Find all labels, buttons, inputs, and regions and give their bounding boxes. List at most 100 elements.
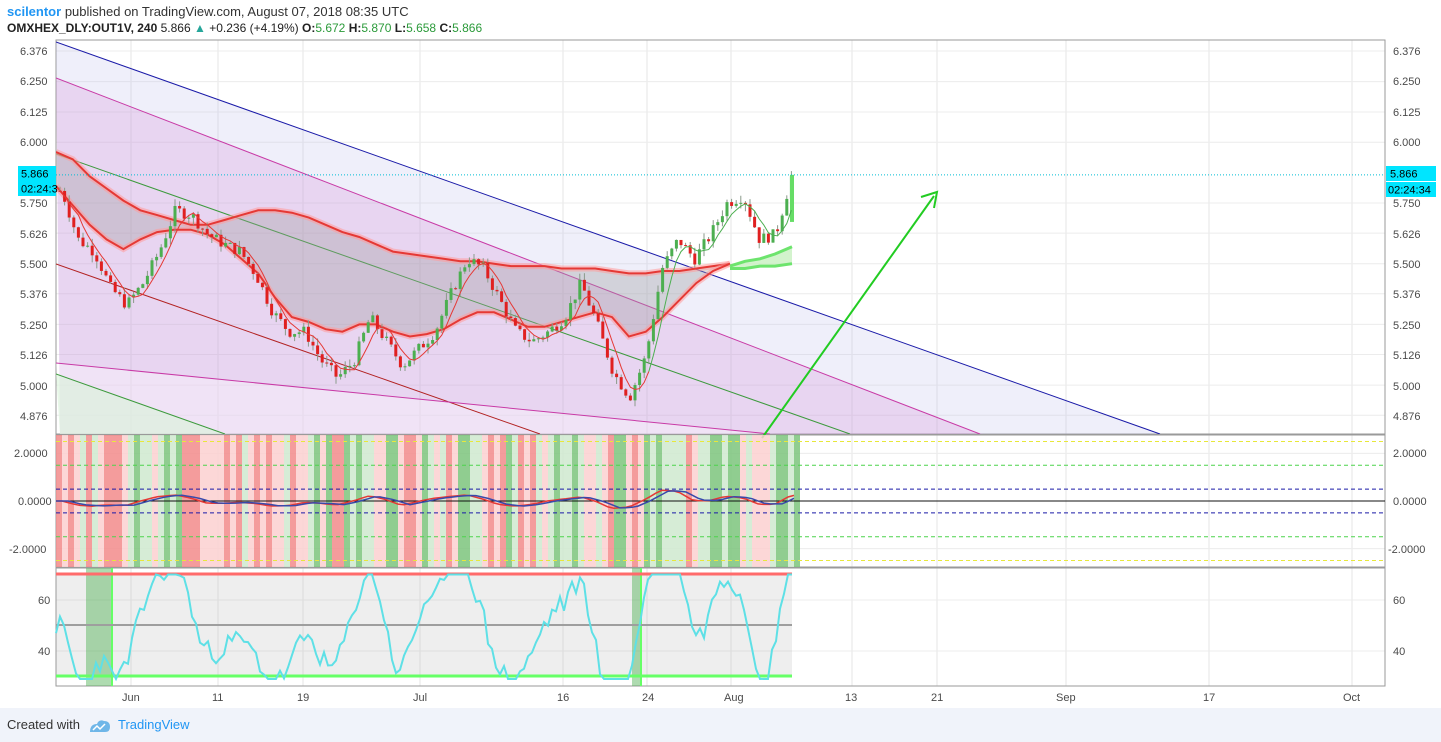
countdown-left-bg xyxy=(18,181,56,196)
current-price-labels: 5.866 02:24:3 5.866 02:24:34 xyxy=(18,166,1436,197)
price-tick: 6.376 xyxy=(20,46,48,58)
candle-last xyxy=(790,174,794,222)
candle-body xyxy=(670,248,674,257)
candle-body xyxy=(592,305,596,314)
last-price: 5.866 xyxy=(160,21,191,35)
candle-body xyxy=(734,203,738,206)
candle-body xyxy=(435,328,439,341)
trendline-magenta xyxy=(56,77,981,434)
candle-body xyxy=(237,247,241,255)
price-tag-right-bg xyxy=(1386,166,1436,181)
candle-body xyxy=(601,321,605,339)
trendline-green-low xyxy=(56,373,226,434)
author-link[interactable]: scilentor xyxy=(7,4,62,19)
candle-body xyxy=(490,278,494,290)
osc-tick-right: -2.0000 xyxy=(1388,544,1425,556)
candle-body xyxy=(725,202,729,217)
candle-body xyxy=(661,267,665,292)
osc-line-blue xyxy=(56,490,795,509)
candle-body xyxy=(776,229,780,232)
price-pane-frame xyxy=(55,39,1386,435)
high-value: 5.870 xyxy=(361,21,392,35)
candle-body xyxy=(431,340,435,344)
time-tick: 19 xyxy=(297,692,309,704)
candle-body xyxy=(532,339,536,342)
time-tick: 13 xyxy=(845,692,857,704)
candle-body xyxy=(178,206,182,209)
candle-body xyxy=(610,357,614,374)
candle-body xyxy=(214,234,218,238)
candle-body xyxy=(118,292,122,295)
candle-body xyxy=(127,297,131,308)
candle-body xyxy=(578,279,582,300)
candle-body xyxy=(366,322,370,333)
candle-body xyxy=(527,339,531,342)
oscillator-axis[interactable]: 2.0000 0.0000 -2.0000 2.0000 0.0000 -2.0… xyxy=(9,448,1427,556)
time-axis[interactable]: Jun 11 19 Jul 16 24 Aug 13 21 Sep 17 Oct xyxy=(122,692,1360,704)
rsi-axis[interactable]: 60 40 60 40 xyxy=(38,595,1405,658)
candle-body xyxy=(559,326,563,331)
candle-body xyxy=(472,259,476,265)
tradingview-logo-icon[interactable] xyxy=(88,718,112,734)
price-tick: 5.626 xyxy=(1393,229,1421,241)
published-text: published on TradingView.com, August 07,… xyxy=(64,4,409,19)
candle-body xyxy=(343,366,347,375)
open-value: 5.672 xyxy=(315,21,346,35)
candle-body xyxy=(72,217,76,228)
time-tick: 24 xyxy=(642,692,654,704)
price-tick: 5.626 xyxy=(20,229,48,241)
candle-body xyxy=(196,214,200,229)
candle-body xyxy=(270,303,274,316)
candle-body xyxy=(582,279,586,291)
time-tick: 16 xyxy=(557,692,569,704)
osc-tick-left: 0.0000 xyxy=(18,496,52,508)
chart-area[interactable]: 6.376 6.250 6.125 6.000 5.750 5.626 5.50… xyxy=(0,0,1441,708)
open-label: O: xyxy=(301,21,316,35)
candle-body xyxy=(228,242,232,244)
candle-body xyxy=(201,228,205,230)
candle-body xyxy=(99,261,103,271)
axes: 6.376 6.250 6.125 6.000 5.750 5.626 5.50… xyxy=(9,46,1436,704)
ma-upper-line xyxy=(56,151,731,275)
rsi-pane[interactable] xyxy=(55,568,792,686)
candle-body xyxy=(504,301,508,317)
change-up-icon: ▲ xyxy=(194,21,206,35)
osc-tick-left: -2.0000 xyxy=(9,544,46,556)
time-tick: Jul xyxy=(413,692,427,704)
price-axis-right[interactable]: 6.376 6.250 6.125 6.000 5.750 5.626 5.50… xyxy=(1393,46,1421,423)
candle-body xyxy=(711,225,715,242)
channel-fill-green xyxy=(56,374,1300,434)
symbol-name[interactable]: OMXHEX_DLY:OUT1V, 240 xyxy=(7,21,158,35)
close-label: C: xyxy=(439,21,453,35)
candle-body xyxy=(523,329,527,340)
tradingview-link[interactable]: TradingView xyxy=(118,717,190,732)
candle-body xyxy=(168,226,172,239)
candle-body xyxy=(753,216,757,228)
low-value: 5.658 xyxy=(406,21,437,35)
candle-body xyxy=(693,253,697,265)
candle-body xyxy=(187,217,191,219)
created-with-text: Created with xyxy=(7,717,80,732)
candle-body xyxy=(615,373,619,378)
price-tick: 4.876 xyxy=(1393,411,1421,423)
candle-body xyxy=(477,259,481,265)
candle-body xyxy=(385,336,389,338)
oscillator-pane[interactable] xyxy=(56,435,1385,567)
candle-body xyxy=(86,245,90,247)
trendline-magenta-low xyxy=(56,362,771,434)
candle-body xyxy=(357,341,361,366)
trendline-green-mid xyxy=(56,153,851,434)
candle-body xyxy=(702,239,706,250)
candle-body xyxy=(210,234,214,238)
candle-body xyxy=(417,343,421,351)
candle-body xyxy=(132,294,136,298)
candle-body xyxy=(274,313,278,316)
price-pane[interactable] xyxy=(56,41,1385,439)
rsi-tick-left: 60 xyxy=(38,595,50,607)
price-axis-left[interactable]: 6.376 6.250 6.125 6.000 5.750 5.626 5.50… xyxy=(20,46,48,423)
candle-body xyxy=(624,389,628,396)
chart-header: scilentor published on TradingView.com, … xyxy=(0,0,1441,40)
candle-body xyxy=(159,247,163,257)
price-tick: 5.250 xyxy=(20,320,48,332)
candle-body xyxy=(329,362,333,366)
